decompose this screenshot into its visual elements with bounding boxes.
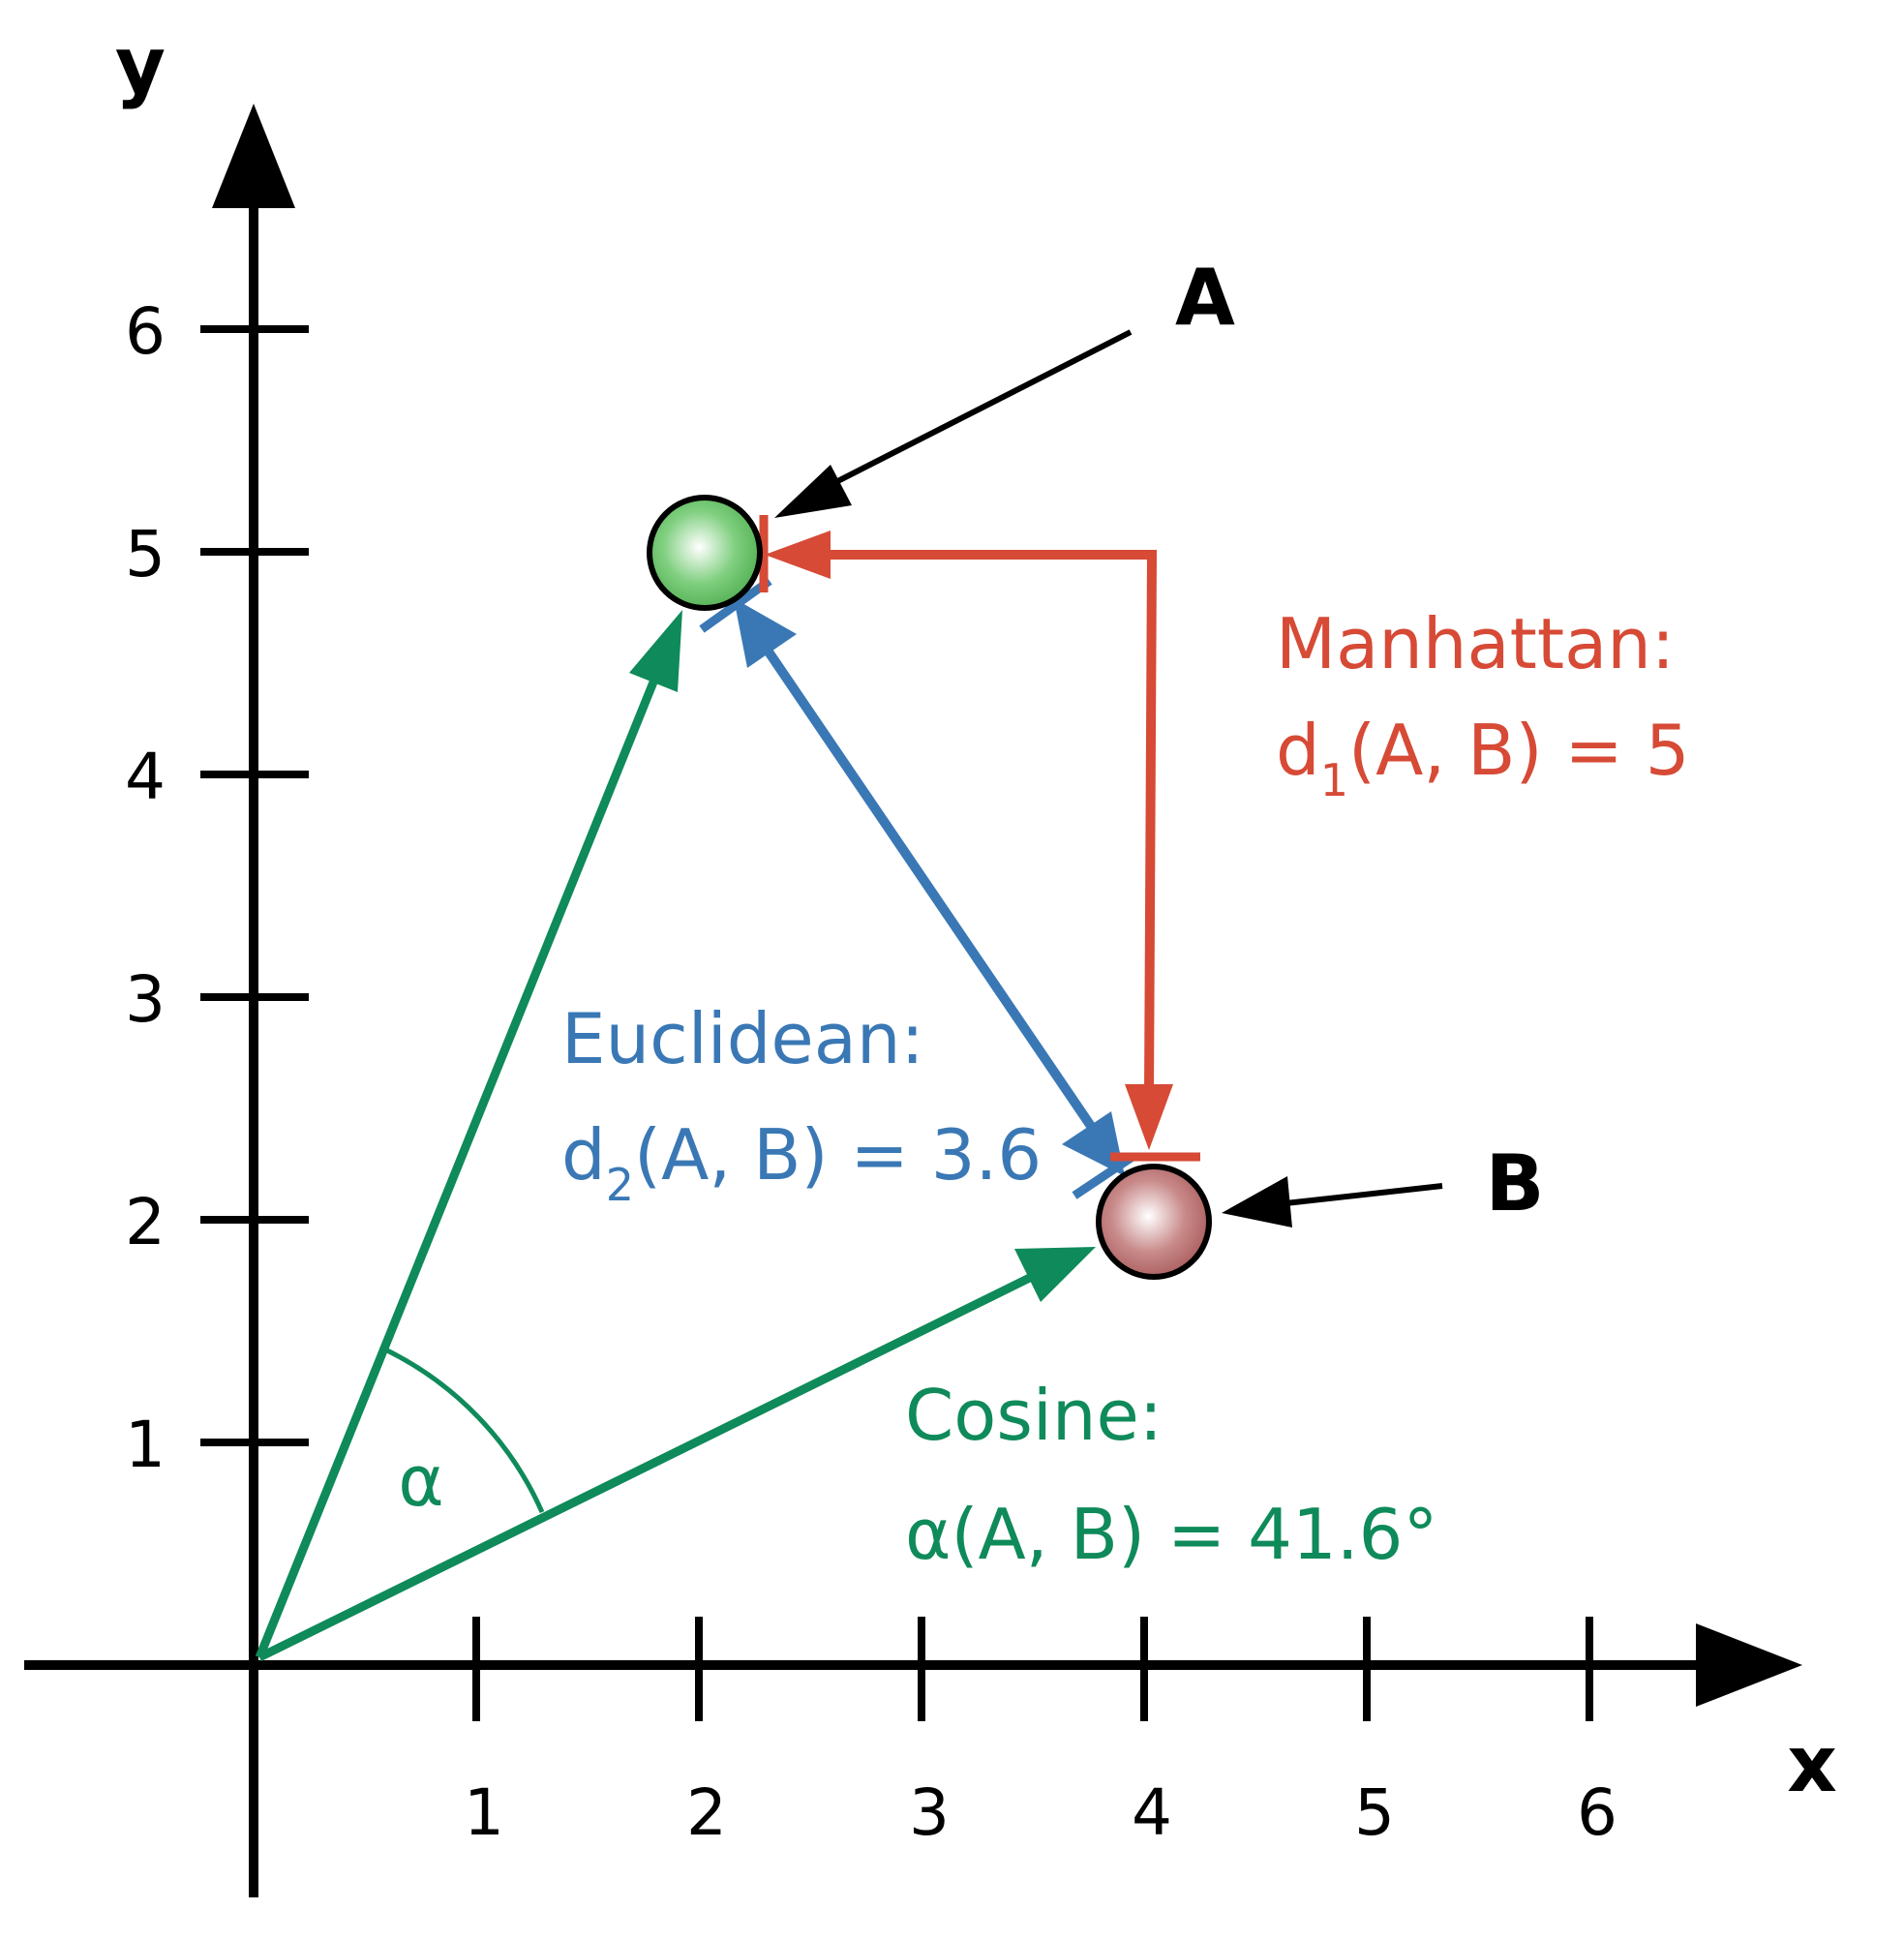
euclidean-arrowhead-b (1062, 1111, 1125, 1176)
y-tick-label: 5 (125, 517, 166, 591)
euclidean-args: (A, B) = 3.6 (634, 1114, 1042, 1196)
y-axis-label: y (115, 20, 166, 110)
x-axis-arrowhead (1696, 1623, 1802, 1707)
euclidean-endcap-a (699, 577, 772, 633)
pointer-a-arrowhead (774, 465, 852, 518)
pointer-b-line (1267, 1183, 1443, 1208)
x-tick-label: 1 (464, 1775, 504, 1850)
x-tick-label: 5 (1354, 1775, 1395, 1850)
manhattan-subscript: 1 (1320, 754, 1348, 806)
x-tick-label: 4 (1132, 1775, 1172, 1850)
angle-symbol: α (398, 1440, 443, 1522)
manhattan-segment (828, 550, 1158, 1095)
y-tick-label: 1 (125, 1408, 166, 1482)
x-axis-label: x (1787, 1719, 1837, 1809)
euclidean-title: Euclidean: (561, 998, 924, 1079)
point-labels: A B (774, 253, 1544, 1228)
y-tick-label: 4 (125, 740, 166, 814)
manhattan-arrowhead-b (1125, 1084, 1173, 1150)
cosine-annotation: Cosine: α(A, B) = 41.6° (905, 1375, 1437, 1575)
point-a-label: A (1175, 253, 1235, 343)
cosine-formula: α(A, B) = 41.6° (905, 1494, 1437, 1575)
cosine-title: Cosine: (905, 1375, 1163, 1456)
manhattan-distance-path (759, 515, 1200, 1162)
y-axis-arrowhead (212, 104, 295, 208)
x-tick-label: 6 (1577, 1775, 1617, 1850)
euclidean-endcap-b (1072, 1153, 1135, 1199)
cosine-vectors: α (255, 610, 1096, 1662)
y-tick-label: 3 (125, 962, 166, 1037)
pointer-a-line (811, 329, 1133, 497)
euclidean-segment (755, 636, 1103, 1140)
manhattan-title: Manhattan: (1276, 603, 1675, 684)
euclidean-prefix: d (561, 1114, 606, 1196)
point-b (1096, 1164, 1212, 1280)
point-a-marker (647, 495, 763, 611)
manhattan-args: (A, B) = 5 (1348, 710, 1690, 791)
point-a (647, 495, 763, 611)
pointer-b-arrowhead (1222, 1176, 1292, 1228)
y-tick-label: 2 (125, 1185, 166, 1259)
vector-to-a (255, 647, 672, 1659)
manhattan-arrowhead-a (765, 530, 831, 579)
vector-to-a-arrowhead (629, 610, 682, 692)
manhattan-formula: d1(A, B) = 5 (1276, 710, 1690, 806)
manhattan-prefix: d (1276, 710, 1320, 791)
angle-arc (385, 1348, 545, 1514)
x-tick-label: 3 (909, 1775, 950, 1850)
manhattan-annotation: Manhattan: d1(A, B) = 5 (1276, 603, 1690, 806)
vector-to-b-arrowhead (1014, 1247, 1096, 1302)
y-tick-label: 6 (125, 294, 166, 369)
axes: 1 2 3 4 5 6 1 2 3 4 5 6 x y (24, 20, 1837, 1897)
point-b-label: B (1486, 1138, 1545, 1228)
euclidean-distance-line (699, 577, 1135, 1199)
x-axis-ticks: 1 2 3 4 5 6 (464, 1617, 1617, 1850)
euclidean-subscript: 2 (606, 1159, 634, 1211)
euclidean-formula: d2(A, B) = 3.6 (561, 1114, 1042, 1211)
euclidean-annotation: Euclidean: d2(A, B) = 3.6 (561, 998, 1042, 1211)
x-tick-label: 2 (686, 1775, 727, 1850)
y-axis-ticks: 1 2 3 4 5 6 (125, 294, 309, 1482)
euclidean-arrowhead-a (734, 598, 797, 668)
vector-to-b (257, 1261, 1055, 1662)
point-b-marker (1096, 1164, 1212, 1280)
